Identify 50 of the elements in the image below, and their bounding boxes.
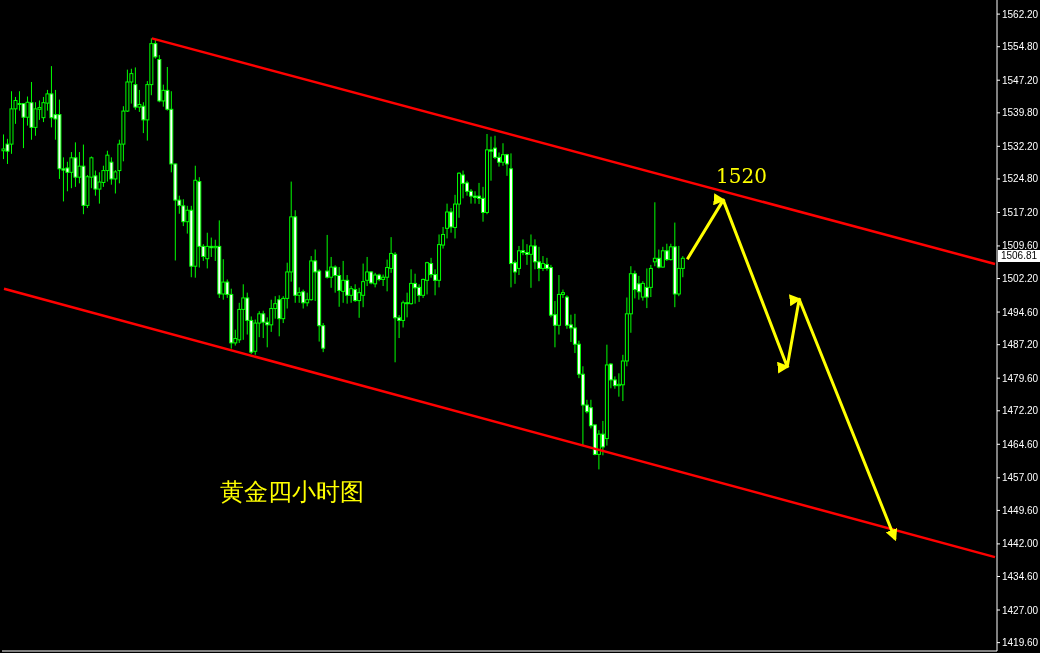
y-tick-label: 1487.20 — [1002, 339, 1039, 351]
y-tick-label: 1532.20 — [1002, 140, 1039, 152]
y-tick-label: 1434.60 — [1002, 571, 1039, 583]
candlestick — [528, 233, 533, 289]
y-tick-label: 1479.60 — [1002, 372, 1039, 384]
candlestick — [524, 243, 529, 266]
y-tick-label: 1449.60 — [1002, 504, 1039, 516]
candlestick — [652, 201, 657, 267]
text: 1506.81 — [998, 250, 1040, 262]
candlestick — [205, 232, 210, 269]
y-tick-label: 1554.80 — [1002, 41, 1039, 53]
candlestick — [540, 255, 545, 272]
candlestick — [241, 283, 246, 341]
candlestick — [425, 261, 430, 295]
candlestick — [261, 310, 266, 339]
candlestick — [181, 198, 186, 227]
y-tick-label: 1427.00 — [1002, 604, 1039, 616]
y-tick-label: 1494.60 — [1002, 306, 1039, 318]
candlestick — [69, 151, 74, 189]
candlestick — [325, 234, 330, 280]
y-tick-label: 1457.00 — [1002, 472, 1039, 484]
y-tick-label: 1524.80 — [1002, 173, 1039, 185]
y-tick-label: 1509.60 — [1002, 240, 1039, 252]
candlestick — [473, 190, 478, 205]
y-tick-label: 1562.20 — [1002, 8, 1039, 20]
candlestick — [333, 264, 338, 294]
y-tick-label: 1502.20 — [1002, 273, 1039, 285]
annotation: 1520 — [716, 164, 767, 188]
y-tick-label: 1547.20 — [1002, 74, 1039, 86]
candlestick — [501, 142, 505, 167]
candlestick — [277, 294, 282, 337]
y-tick-label: 1442.00 — [1002, 538, 1039, 550]
y-tick-label: 1472.20 — [1002, 405, 1039, 417]
candlestick — [413, 273, 418, 305]
y-tick-label: 1539.80 — [1002, 107, 1039, 119]
candlestick — [636, 275, 641, 301]
y-tick-label: 1419.60 — [1002, 637, 1039, 649]
candlestick — [105, 150, 110, 183]
candlestick — [644, 267, 649, 309]
annotation: 黄金四小时图 — [220, 478, 364, 507]
candlestick — [337, 266, 342, 308]
y-tick-label: 1464.60 — [1002, 438, 1039, 450]
candlestick — [209, 237, 214, 258]
candlestick — [133, 66, 138, 111]
candlestick — [449, 207, 454, 234]
candlestick — [25, 96, 30, 127]
candlestick — [341, 260, 346, 304]
candlestick — [73, 141, 78, 188]
y-tick-label: 1517.20 — [1002, 207, 1039, 218]
candlestick — [33, 101, 38, 137]
